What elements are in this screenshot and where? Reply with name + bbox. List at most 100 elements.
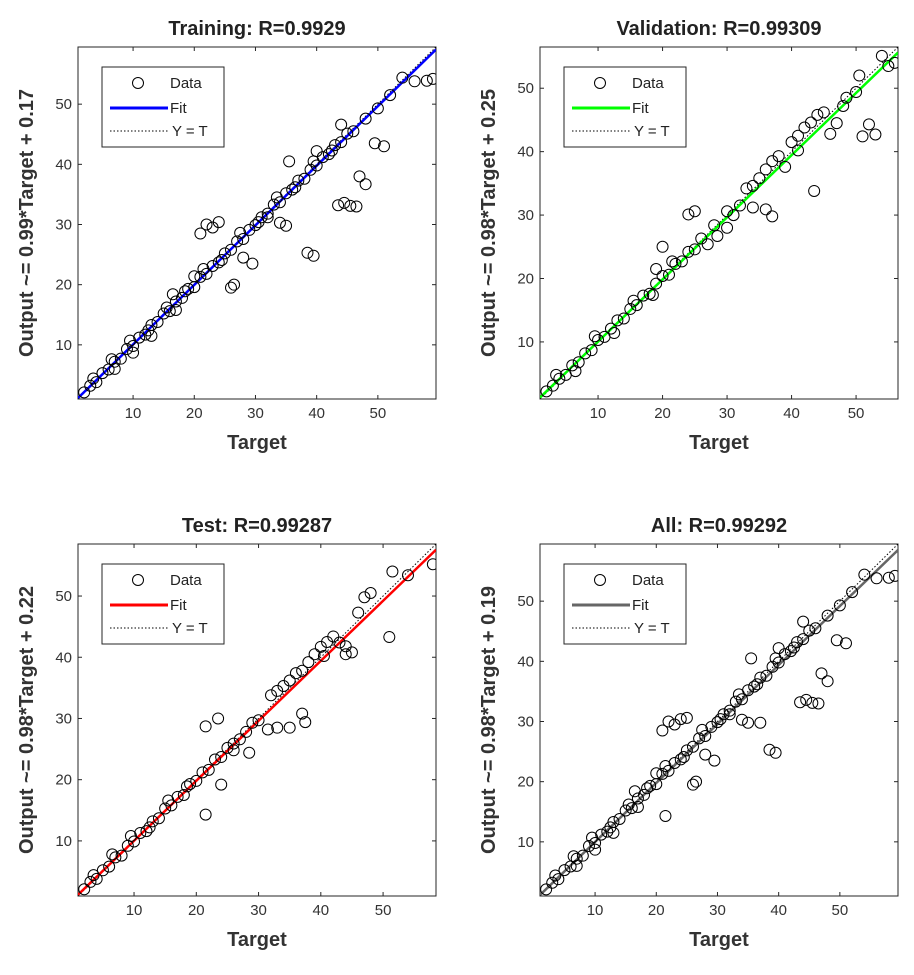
data-point bbox=[572, 356, 585, 369]
y-tick-label: 30 bbox=[517, 714, 534, 731]
data-point bbox=[754, 671, 767, 684]
data-point bbox=[350, 200, 363, 213]
x-tick-label: 50 bbox=[832, 902, 849, 919]
data-point bbox=[579, 347, 592, 360]
data-point bbox=[206, 260, 219, 273]
data-point bbox=[358, 591, 371, 604]
data-point bbox=[314, 640, 327, 653]
data-point bbox=[371, 102, 384, 115]
x-tick-label: 50 bbox=[848, 405, 865, 422]
data-point bbox=[693, 732, 706, 745]
data-point bbox=[751, 678, 764, 691]
data-point bbox=[221, 741, 234, 754]
data-point bbox=[401, 569, 414, 582]
data-point bbox=[674, 753, 687, 766]
data-point bbox=[347, 125, 360, 138]
y-tick-label: 10 bbox=[517, 334, 534, 351]
data-point bbox=[359, 178, 372, 191]
fit-line bbox=[540, 549, 898, 896]
legend-data-marker bbox=[132, 574, 144, 586]
data-point bbox=[617, 312, 630, 325]
plot-area bbox=[540, 47, 898, 399]
data-point bbox=[199, 808, 212, 821]
data-point bbox=[888, 569, 898, 582]
x-tick-label: 10 bbox=[587, 902, 604, 919]
data-point bbox=[212, 712, 225, 725]
x-tick-label: 10 bbox=[126, 902, 143, 919]
data-point bbox=[550, 368, 563, 381]
subplot-title: Training: R=0.9929 bbox=[168, 18, 345, 40]
data-point bbox=[322, 148, 335, 161]
data-point bbox=[152, 812, 165, 825]
data-point bbox=[644, 779, 657, 792]
subplot-1: Training: R=0.9929 10 20 30 40 50 10 20 30 40 50 Ta… bbox=[16, 18, 437, 454]
data-point bbox=[748, 680, 761, 693]
plot-area bbox=[540, 544, 898, 896]
data-point bbox=[853, 69, 866, 82]
data-point bbox=[78, 386, 91, 399]
data-point bbox=[812, 697, 825, 710]
data-point bbox=[271, 684, 284, 697]
x-tick-label: 30 bbox=[247, 405, 264, 422]
x-axis-label: Target bbox=[689, 432, 749, 454]
data-point bbox=[753, 172, 766, 185]
data-point bbox=[396, 71, 409, 84]
x-tick-label: 20 bbox=[654, 405, 671, 422]
data-point bbox=[184, 777, 197, 790]
y-tick-label: 30 bbox=[55, 217, 72, 234]
data-point bbox=[128, 835, 141, 848]
data-point bbox=[179, 285, 192, 298]
data-point bbox=[109, 851, 122, 864]
data-point bbox=[108, 362, 121, 375]
data-point bbox=[197, 263, 210, 276]
data-point bbox=[721, 221, 734, 234]
data-point bbox=[569, 365, 582, 378]
legend-entry: Y = T bbox=[634, 620, 670, 637]
data-point bbox=[711, 230, 724, 243]
data-point bbox=[353, 170, 366, 183]
data-point bbox=[332, 199, 345, 212]
data-point bbox=[711, 716, 724, 729]
data-point bbox=[426, 558, 436, 571]
data-point bbox=[794, 696, 807, 709]
x-tick-label: 10 bbox=[125, 405, 142, 422]
data-point bbox=[151, 315, 164, 328]
data-point bbox=[133, 331, 146, 344]
data-point bbox=[124, 830, 137, 843]
subplot-2: Validation: R=0.99309 10 20 30 40 50 10 20 30 40 5… bbox=[478, 18, 899, 454]
data-point bbox=[809, 622, 822, 635]
data-point bbox=[552, 873, 565, 886]
data-point bbox=[688, 205, 701, 218]
data-point bbox=[800, 693, 813, 706]
data-point bbox=[296, 707, 309, 720]
data-point bbox=[339, 640, 352, 653]
data-point bbox=[159, 802, 172, 815]
y-tick-label: 10 bbox=[517, 834, 534, 851]
data-point bbox=[630, 299, 643, 312]
data-point bbox=[727, 209, 740, 222]
data-point bbox=[772, 150, 785, 163]
data-point bbox=[246, 257, 259, 270]
data-point bbox=[839, 637, 852, 650]
data-point bbox=[646, 288, 659, 301]
data-point bbox=[103, 860, 116, 873]
data-point bbox=[218, 247, 231, 260]
data-point bbox=[862, 118, 875, 131]
x-tick-label: 40 bbox=[770, 902, 787, 919]
data-point bbox=[124, 334, 137, 347]
data-point bbox=[127, 346, 140, 359]
data-point bbox=[858, 568, 871, 581]
x-tick-label: 30 bbox=[709, 902, 726, 919]
data-point bbox=[680, 744, 693, 757]
y-axis-label: Output ~= 0.98*Target + 0.22 bbox=[16, 586, 38, 854]
data-point bbox=[627, 294, 640, 307]
data-point bbox=[143, 821, 156, 834]
data-point bbox=[115, 849, 128, 862]
data-point bbox=[215, 751, 228, 764]
data-point bbox=[888, 56, 898, 69]
data-point bbox=[84, 875, 97, 888]
data-point bbox=[631, 800, 644, 813]
y-tick-label: 50 bbox=[517, 593, 534, 610]
data-point bbox=[194, 270, 207, 283]
data-point bbox=[766, 660, 779, 673]
